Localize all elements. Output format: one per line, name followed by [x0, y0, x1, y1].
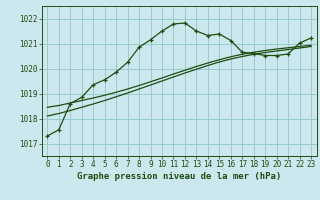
X-axis label: Graphe pression niveau de la mer (hPa): Graphe pression niveau de la mer (hPa)	[77, 172, 281, 181]
